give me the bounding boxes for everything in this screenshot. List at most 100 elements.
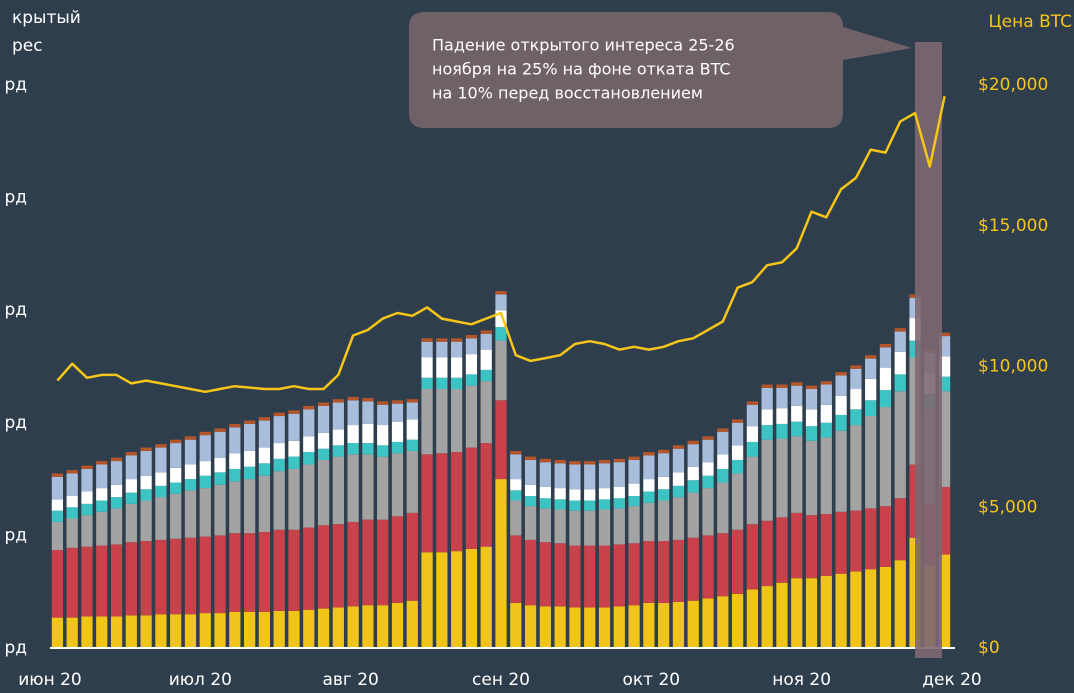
bar-segment: [391, 516, 404, 603]
bar-segment: [746, 441, 758, 457]
bar-segment: [554, 459, 566, 464]
bar-segment: [938, 391, 951, 487]
x-tick-label: сен 20: [472, 670, 530, 690]
bar-segment: [569, 607, 581, 648]
bar-segment: [879, 506, 892, 567]
bar-segment: [702, 475, 714, 489]
bar-segment: [598, 459, 611, 464]
bar-segment: [199, 435, 211, 462]
bar-segment: [184, 614, 197, 648]
bar-segment: [894, 374, 906, 392]
bar-segment: [170, 439, 182, 444]
bar-segment: [865, 569, 877, 648]
bar-segment: [421, 552, 433, 648]
y-tick-label: рд: [4, 300, 27, 320]
bar-segment: [170, 493, 182, 539]
bar-segment: [539, 458, 551, 463]
bar-segment: [776, 438, 788, 518]
bar-segment: [66, 507, 78, 519]
bar-segment: [347, 521, 359, 607]
bar-segment: [702, 436, 714, 440]
bar-segment: [613, 458, 625, 463]
bar-segment: [125, 542, 137, 616]
bar-segment: [96, 461, 108, 465]
bar-segment: [717, 482, 729, 534]
bar-segment: [643, 455, 655, 480]
y2-tick-label: $0: [978, 638, 1000, 658]
bar-segment: [81, 515, 93, 547]
bar-segment: [702, 462, 714, 476]
x-tick-label: дек 20: [922, 670, 982, 690]
bar-segment: [406, 402, 418, 420]
bar-segment: [495, 310, 507, 328]
x-tick-label: окт 20: [623, 670, 681, 690]
bar-segment: [731, 445, 744, 460]
bar-segment: [628, 459, 640, 484]
bar-segment: [96, 464, 108, 489]
bar-segment: [717, 533, 729, 597]
bar-segment: [51, 550, 64, 618]
bar-segment: [761, 387, 773, 410]
bar-segment: [554, 499, 566, 510]
bar-segment: [731, 422, 744, 446]
bar-segment: [524, 456, 537, 460]
bar-segment: [879, 343, 892, 348]
bar-segment: [303, 527, 315, 610]
bar-segment: [731, 473, 744, 530]
bar-segment: [554, 463, 566, 489]
bar-segment: [199, 431, 211, 436]
bar-segment: [465, 354, 478, 375]
bar-segment: [140, 447, 152, 451]
bar-segment: [465, 447, 478, 549]
bar-segment: [391, 400, 404, 404]
bar-segment: [436, 377, 448, 390]
bar-segment: [865, 378, 877, 401]
bar-segment: [598, 463, 611, 489]
bar-segment: [66, 473, 78, 496]
bar-segment: [421, 389, 433, 455]
bar-segment: [835, 375, 847, 396]
bar-segment: [539, 498, 551, 509]
bar-segment: [569, 489, 581, 501]
bar-segment: [391, 602, 404, 648]
bar-segment: [628, 506, 640, 544]
bar-segment: [569, 461, 581, 465]
bar-segment: [244, 611, 256, 648]
bar-segment: [258, 463, 271, 476]
annotation-text: ноября на 25% на фоне отката BTC: [432, 60, 731, 79]
bar-segment: [406, 600, 418, 648]
price-line: [56, 96, 946, 394]
bar-segment: [613, 544, 625, 607]
bar-segment: [288, 468, 300, 530]
bar-segment: [406, 512, 418, 601]
bar-segment: [465, 334, 478, 339]
bar-segment: [761, 520, 773, 587]
bar-segment: [51, 521, 64, 551]
bar-segment: [879, 347, 892, 368]
bar-segment: [835, 372, 847, 376]
bar-segment: [184, 537, 197, 615]
bar-segment: [495, 291, 507, 295]
bar-segment: [613, 486, 625, 499]
bar-segment: [51, 499, 64, 511]
bar-segment: [66, 470, 78, 474]
bar-segment: [229, 468, 241, 482]
bar-segment: [303, 452, 315, 465]
bar-segment: [332, 429, 344, 446]
bar-segment: [613, 462, 625, 487]
bar-segment: [332, 402, 344, 430]
bar-segment: [687, 537, 699, 601]
bar-segment: [96, 500, 108, 512]
bar-segment: [761, 439, 773, 521]
x-tick-label: июл 20: [169, 670, 232, 690]
bar-segment: [510, 450, 522, 455]
bar-segment: [170, 443, 182, 468]
y2-tick-label: $10,000: [978, 357, 1048, 377]
bar-segment: [510, 602, 522, 648]
bar-segment: [658, 476, 670, 490]
bar-segment: [288, 529, 300, 611]
bar-segment: [584, 464, 596, 490]
bar-segment: [465, 338, 478, 355]
bar-segment: [421, 338, 433, 342]
bar-segment: [717, 596, 729, 648]
